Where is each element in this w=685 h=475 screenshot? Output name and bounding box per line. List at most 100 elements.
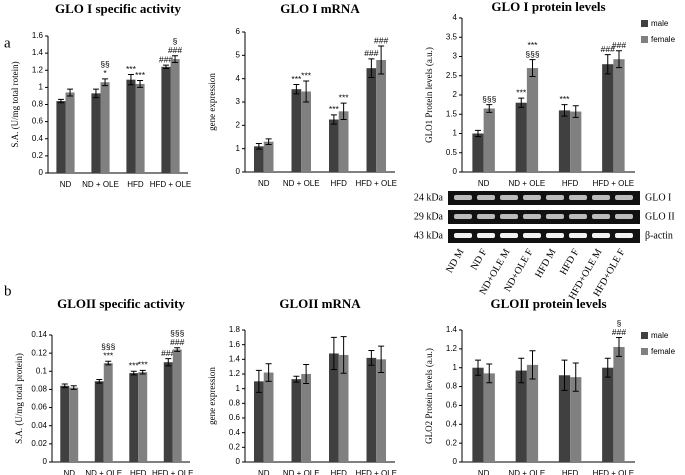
error-bar [518, 97, 525, 108]
x-tick-label: ND [63, 469, 75, 475]
blot-band [569, 214, 587, 219]
bar [129, 373, 139, 462]
significance-mark: *** [103, 351, 114, 361]
blot-band [592, 233, 610, 238]
y-tick-label: 0 [39, 168, 44, 177]
error-bar [293, 84, 300, 95]
bar [161, 66, 171, 173]
error-bar [330, 114, 337, 125]
bar [483, 373, 495, 462]
blot-band [523, 195, 541, 200]
bar [170, 59, 180, 173]
error-bar [340, 336, 347, 374]
error-bar [572, 105, 579, 118]
significance-mark: *** [126, 64, 137, 74]
blot-band [523, 233, 541, 238]
bar [613, 59, 625, 172]
y-tick-label: 0.2 [32, 151, 44, 160]
error-bar [61, 383, 68, 389]
significance-mark: ### [161, 348, 175, 358]
error-bar [368, 350, 375, 366]
error-bar [561, 359, 568, 391]
y-tick-label: 1.6 [229, 340, 241, 349]
y-tick-label: 0.5 [446, 148, 458, 157]
y-tick-label: 1.2 [229, 369, 241, 378]
significance-mark: ### [612, 327, 626, 337]
error-bar [293, 375, 300, 383]
significance-mark: §§§ [101, 342, 115, 352]
y-tick-label: 0.8 [446, 382, 458, 391]
blot-lane-label: HFD M [533, 247, 558, 280]
bar [69, 387, 79, 462]
y-tick-label: 1 [453, 129, 458, 138]
y-tick-label: 2.5 [446, 71, 458, 80]
legend-label: female [651, 35, 676, 44]
y-tick-label: 3 [453, 52, 458, 61]
x-tick-label: ND + OLE [283, 179, 320, 188]
y-tick-label: 0.4 [32, 134, 44, 143]
blot-band [615, 214, 633, 219]
error-bar [615, 337, 622, 357]
significance-mark: § [617, 318, 622, 328]
y-tick-label: 0 [236, 167, 241, 176]
y-axis-label: GLO1 Protein levels (a.u.) [424, 47, 434, 143]
y-axis-label: GLO2 Protein levels (a.u.) [424, 348, 434, 444]
y-tick-label: 0.2 [229, 442, 241, 451]
legend-swatch [641, 36, 648, 43]
y-tick-label: 1.6 [32, 31, 44, 40]
x-tick-label: HFD + OLE [150, 180, 192, 189]
x-tick-label: ND + OLE [509, 469, 546, 475]
bar [291, 379, 302, 462]
bar [472, 133, 484, 172]
blot-size-label: 24 kDa [414, 192, 444, 203]
significance-mark: §§§ [170, 328, 184, 338]
error-bar [172, 55, 179, 64]
legend-label: male [651, 19, 669, 28]
y-tick-label: 0.12 [31, 348, 47, 357]
blot-lane-label: ND M [444, 247, 466, 275]
y-tick-label: 0.2 [446, 438, 458, 447]
significance-mark: ### [612, 40, 626, 50]
bar [329, 119, 339, 172]
y-tick-label: 0 [453, 167, 458, 176]
y-axis-label: S.A. (U/mg total rotein) [10, 61, 20, 147]
blot-band [546, 195, 564, 200]
chart-title: GLOII specific activity [57, 296, 185, 311]
x-tick-label: HFD [331, 469, 348, 475]
x-tick-label: ND + OLE [82, 180, 119, 189]
y-tick-label: 5 [236, 50, 241, 59]
blot-band [477, 214, 495, 219]
error-bar [378, 345, 385, 374]
significance-mark: *** [291, 74, 302, 84]
y-tick-label: 0 [453, 457, 458, 466]
bar [570, 111, 582, 172]
y-axis-label: gene expression [207, 367, 217, 425]
x-tick-label: HFD + OLE [355, 179, 397, 188]
error-bar [604, 357, 611, 378]
blot-band [615, 195, 633, 200]
bar [65, 92, 75, 173]
error-bar [105, 360, 112, 366]
significance-mark: *** [516, 87, 527, 97]
y-axis-label: S.A. (U/mg total protein) [14, 353, 24, 444]
error-bar [139, 369, 146, 375]
bar [366, 68, 377, 172]
error-bar [174, 347, 181, 352]
x-tick-label: HFD + OLE [355, 469, 397, 475]
y-tick-label: 0.02 [31, 439, 47, 448]
chart-title: GLO I mRNA [280, 1, 360, 16]
bar [254, 381, 264, 462]
y-tick-label: 0 [236, 457, 241, 466]
blot-band [500, 233, 518, 238]
bar [135, 83, 145, 173]
blot-band [592, 195, 610, 200]
bar [366, 357, 377, 462]
error-bar [265, 363, 272, 382]
y-tick-label: 0.1 [36, 366, 48, 375]
legend-swatch [641, 20, 648, 27]
significance-mark: *** [135, 70, 146, 80]
blot-strip [448, 210, 640, 224]
y-tick-label: 3 [236, 97, 241, 106]
blot-size-label: 29 kDa [414, 211, 444, 222]
